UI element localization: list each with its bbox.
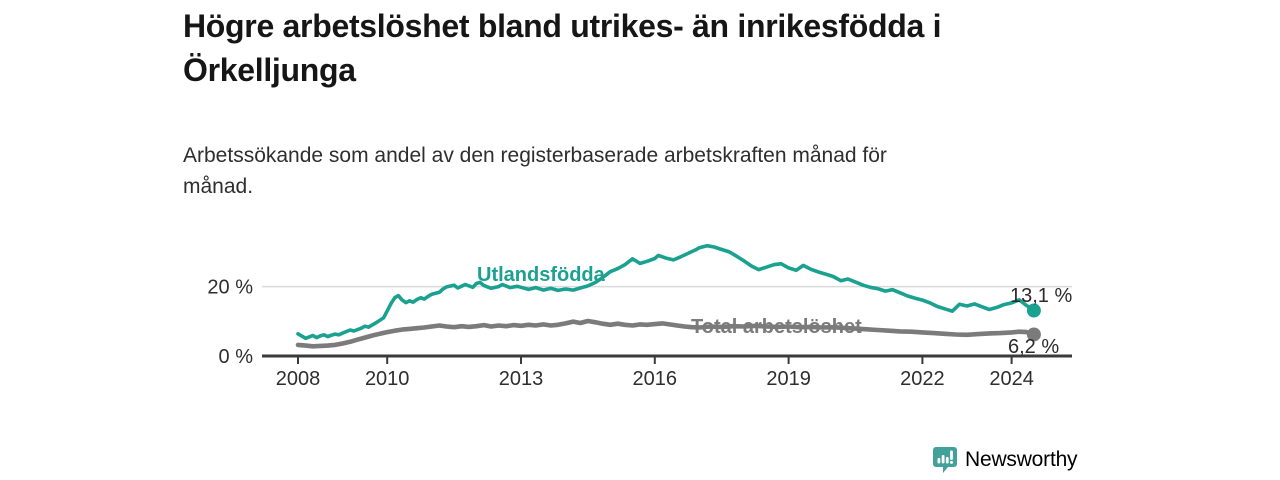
x-tick-label: 2019 [766, 368, 811, 390]
y-tick-label: 20 % [207, 277, 253, 299]
x-tick-label: 2022 [900, 368, 945, 390]
y-tick-label: 0 % [219, 346, 254, 368]
page-title: Högre arbetslöshet bland utrikes- än inr… [183, 4, 1083, 92]
series-line-total [295, 318, 1037, 349]
page-title-line2: Örkelljunga [183, 52, 356, 88]
series-end-dot-utlandsfodda [1026, 303, 1041, 318]
x-tick-label: 2024 [989, 368, 1034, 390]
newsworthy-logo-icon [932, 446, 958, 474]
series-label-total-arbetsloshet: Total arbetslöshet [691, 316, 862, 338]
bar-chart-bar1 [937, 458, 941, 464]
series-label-utlandsfodda: Utlandsfödda [477, 264, 605, 286]
end-value-total: 6,2 % [1008, 336, 1060, 358]
line-chart: 20 % 0 % 2008 2010 2013 2016 2019 2022 2024 [207, 243, 1072, 390]
exclamation-dot [950, 460, 953, 464]
newsworthy-logo[interactable]: Newsworthy [932, 446, 1078, 474]
page-title-line1: Högre arbetslöshet bland utrikes- än inr… [183, 8, 942, 44]
series-end-dot-total [1026, 327, 1041, 342]
bar-chart-bar3 [945, 457, 949, 464]
x-tick-label: 2016 [633, 368, 678, 390]
series-line-utlandsfodda [296, 243, 1036, 341]
newsworthy-logo-text: Newsworthy [965, 448, 1078, 471]
x-tick-label: 2010 [365, 368, 410, 390]
x-tick-label: 2008 [276, 368, 321, 390]
speech-bubble-shape [933, 447, 957, 473]
x-tick-label: 2013 [499, 368, 544, 390]
chart-subtitle: Arbetssökande som andel av den registerb… [183, 140, 1043, 202]
exclamation-bar [950, 450, 953, 460]
chart-subtitle-line2: månad. [183, 175, 254, 198]
end-value-utlandsfodda: 13,1 % [1010, 285, 1073, 307]
chart-subtitle-line1: Arbetssökande som andel av den registerb… [183, 144, 887, 167]
bar-chart-bar2 [941, 455, 945, 464]
